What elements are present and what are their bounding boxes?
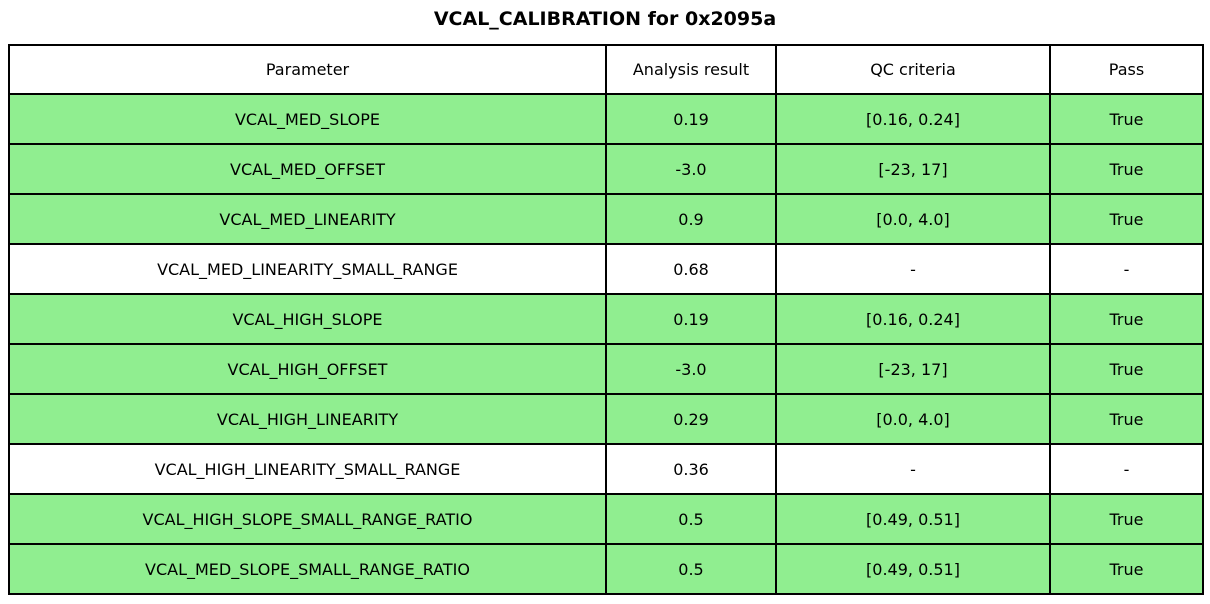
parameter-cell: VCAL_MED_LINEARITY_SMALL_RANGE (8, 243, 607, 295)
pass-cell: True (1049, 543, 1204, 595)
pass-cell: - (1049, 443, 1204, 495)
qc-criteria-cell: [-23, 17] (775, 343, 1051, 395)
qc-criteria-cell: [0.16, 0.24] (775, 293, 1051, 345)
qc-criteria-cell: - (775, 243, 1051, 295)
table-row: VCAL_HIGH_OFFSET -3.0 [-23, 17] True (8, 343, 1204, 395)
table-row: VCAL_HIGH_LINEARITY_SMALL_RANGE 0.36- - (8, 443, 1204, 495)
parameter-cell: VCAL_HIGH_OFFSET (8, 343, 607, 395)
pass-cell: True (1049, 193, 1204, 245)
table-row: VCAL_MED_LINEARITY_SMALL_RANGE 0.68- - (8, 243, 1204, 295)
table-row: VCAL_HIGH_SLOPE_SMALL_RANGE_RATIO 0.5 [0.4… (8, 493, 1204, 545)
table-header-row: Parameter Analysis result QC criteria Pa… (8, 44, 1204, 95)
analysis-result-cell: 0.5 (605, 543, 777, 595)
analysis-result-cell: 0.9 (605, 193, 777, 245)
qc-criteria-cell: - (775, 443, 1051, 495)
table-row: VCAL_HIGH_SLOPE 0.19 [0.16, 0.24] True (8, 293, 1204, 345)
parameter-cell: VCAL_MED_SLOPE_SMALL_RANGE_RATIO (8, 543, 607, 595)
analysis-result-cell: 0.19 (605, 93, 777, 145)
table-row: VCAL_MED_OFFSET -3.0 [-23, 17] True (8, 143, 1204, 195)
analysis-result-cell: -3.0 (605, 343, 777, 395)
qc-criteria-cell: [-23, 17] (775, 143, 1051, 195)
parameter-cell: VCAL_HIGH_SLOPE_SMALL_RANGE_RATIO (8, 493, 607, 545)
analysis-result-cell: 0.68 (605, 243, 777, 295)
analysis-result-cell: 0.5 (605, 493, 777, 545)
pass-cell: True (1049, 493, 1204, 545)
table-row: VCAL_HIGH_LINEARITY 0.29 [0.0, 4.0] True (8, 393, 1204, 445)
parameter-cell: VCAL_MED_SLOPE (8, 93, 607, 145)
parameter-cell: VCAL_MED_OFFSET (8, 143, 607, 195)
pass-cell: True (1049, 293, 1204, 345)
table-row: VCAL_MED_SLOPE 0.19 [0.16, 0.24] True (8, 93, 1204, 145)
column-header-parameter: Parameter (8, 44, 607, 95)
qc-criteria-cell: [0.16, 0.24] (775, 93, 1051, 145)
analysis-result-cell: 0.19 (605, 293, 777, 345)
column-header-pass: Pass (1049, 44, 1204, 95)
parameter-cell: VCAL_MED_LINEARITY (8, 193, 607, 245)
pass-cell: - (1049, 243, 1204, 295)
pass-cell: True (1049, 93, 1204, 145)
column-header-qc-criteria: QC criteria (775, 44, 1051, 95)
qc-criteria-cell: [0.0, 4.0] (775, 193, 1051, 245)
analysis-result-cell: -3.0 (605, 143, 777, 195)
parameter-cell: VCAL_HIGH_LINEARITY_SMALL_RANGE (8, 443, 607, 495)
qc-criteria-cell: [0.0, 4.0] (775, 393, 1051, 445)
pass-cell: True (1049, 343, 1204, 395)
pass-cell: True (1049, 143, 1204, 195)
qc-criteria-cell: [0.49, 0.51] (775, 493, 1051, 545)
page-title: VCAL_CALIBRATION for 0x2095a (433, 8, 777, 30)
parameter-cell: VCAL_HIGH_LINEARITY (8, 393, 607, 445)
qc-criteria-cell: [0.49, 0.51] (775, 543, 1051, 595)
parameter-cell: VCAL_HIGH_SLOPE (8, 293, 607, 345)
column-header-analysis-result: Analysis result (605, 44, 777, 95)
table-row: VCAL_MED_SLOPE_SMALL_RANGE_RATIO 0.5 [0.49… (8, 543, 1204, 595)
table-row: VCAL_MED_LINEARITY 0.9 [0.0, 4.0] True (8, 193, 1204, 245)
qc-results-table: Parameter Analysis result QC criteria Pa… (8, 44, 1204, 595)
pass-cell: True (1049, 393, 1204, 445)
analysis-result-cell: 0.36 (605, 443, 777, 495)
analysis-result-cell: 0.29 (605, 393, 777, 445)
